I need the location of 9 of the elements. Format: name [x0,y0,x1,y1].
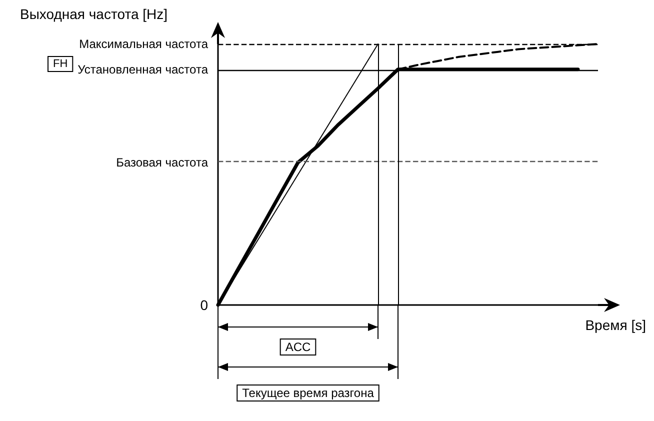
text: ACC [285,340,311,354]
ref-line-label: Максимальная частота [79,37,208,51]
ref-line-label: Базовая частота [116,155,208,170]
text: FH [53,58,68,70]
ref-line-label: Установленная частота [78,62,208,76]
x-axis-title: Время [s] [585,317,646,333]
text: Текущее время разгона [242,386,374,400]
text: 0 [200,297,208,313]
y-axis-title: Выходная частота [Hz] [20,6,168,22]
